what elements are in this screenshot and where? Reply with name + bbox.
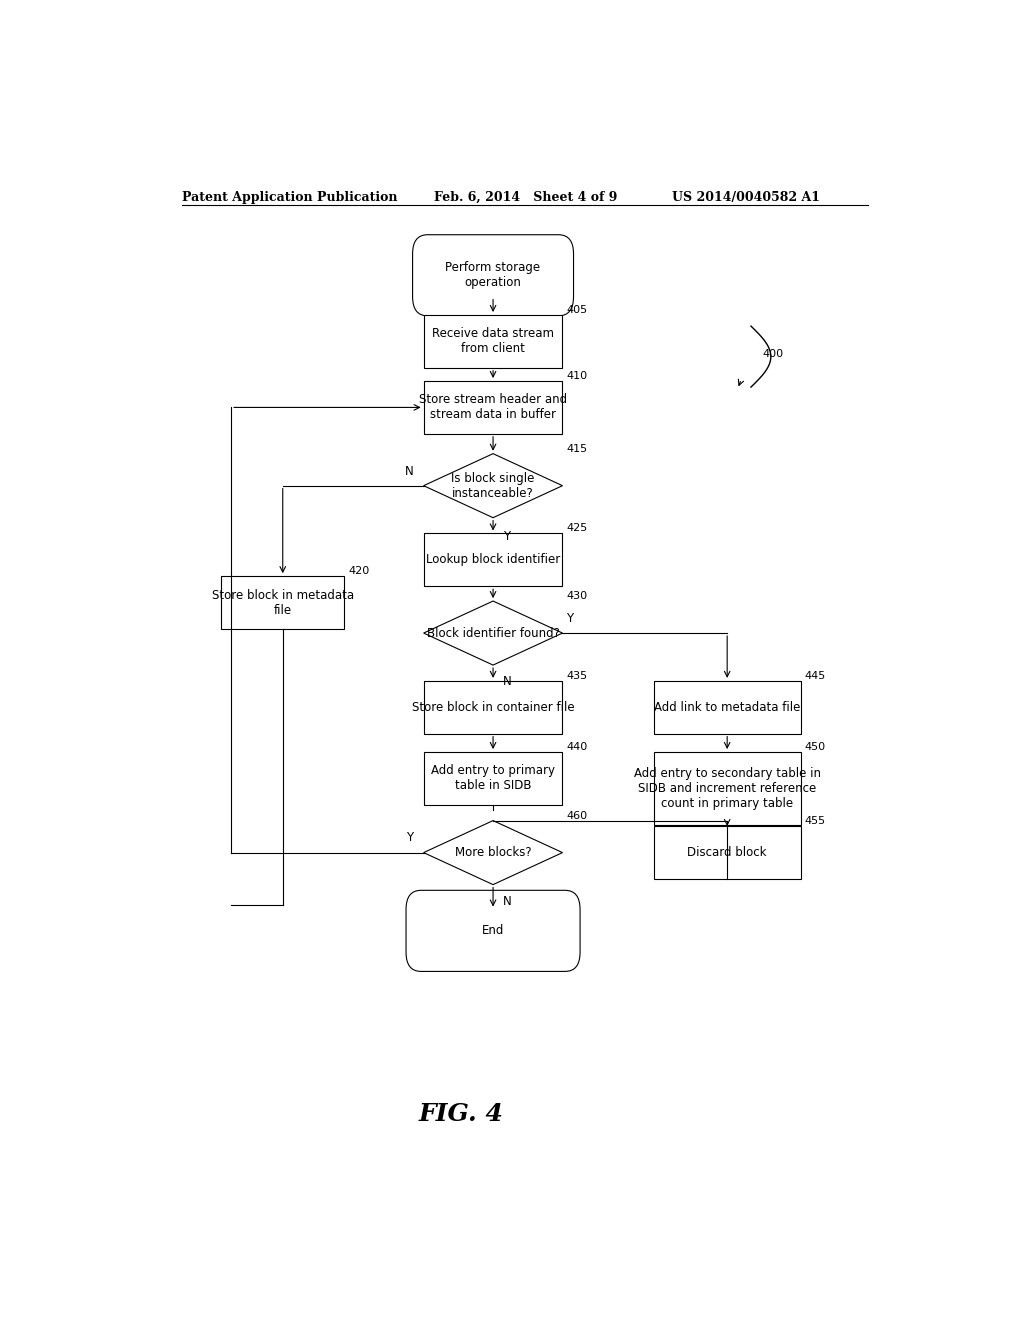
Text: Add entry to secondary table in
SIDB and increment reference
count in primary ta: Add entry to secondary table in SIDB and… [634,767,820,810]
FancyBboxPatch shape [424,315,562,368]
Text: Patent Application Publication: Patent Application Publication [182,190,397,203]
Text: N: N [404,465,414,478]
Text: Store stream header and
stream data in buffer: Store stream header and stream data in b… [419,393,567,421]
Polygon shape [424,601,562,665]
Text: Store block in metadata
file: Store block in metadata file [212,589,354,616]
Text: Add link to metadata file: Add link to metadata file [654,701,801,714]
FancyBboxPatch shape [653,752,801,825]
Text: FIG. 4: FIG. 4 [419,1102,504,1126]
Text: US 2014/0040582 A1: US 2014/0040582 A1 [672,190,819,203]
Text: 455: 455 [805,816,825,826]
FancyBboxPatch shape [413,235,573,315]
FancyBboxPatch shape [221,576,344,630]
Text: 460: 460 [566,810,588,821]
Polygon shape [424,821,562,884]
Text: 425: 425 [566,524,588,533]
Text: End: End [482,924,504,937]
Text: Block identifier found?: Block identifier found? [427,627,559,640]
FancyBboxPatch shape [653,826,801,879]
FancyBboxPatch shape [407,890,580,972]
Text: 400: 400 [763,348,784,359]
Text: Y: Y [503,529,510,543]
Text: 410: 410 [566,371,588,381]
Text: 415: 415 [566,444,588,454]
FancyBboxPatch shape [424,681,562,734]
Polygon shape [424,454,562,517]
FancyBboxPatch shape [424,381,562,434]
Text: Is block single
instanceable?: Is block single instanceable? [452,471,535,500]
Text: 450: 450 [805,742,825,752]
FancyBboxPatch shape [424,533,562,586]
Text: Perform storage
operation: Perform storage operation [445,261,541,289]
Text: Receive data stream
from client: Receive data stream from client [432,327,554,355]
Text: N: N [503,895,511,908]
Text: 435: 435 [566,671,588,681]
Text: 420: 420 [348,566,370,576]
FancyBboxPatch shape [653,681,801,734]
Text: N: N [503,676,511,688]
Text: Add entry to primary
table in SIDB: Add entry to primary table in SIDB [431,764,555,792]
Text: Discard block: Discard block [687,846,767,859]
Text: Feb. 6, 2014   Sheet 4 of 9: Feb. 6, 2014 Sheet 4 of 9 [433,190,616,203]
Text: 445: 445 [805,671,825,681]
Text: 430: 430 [566,591,588,601]
Text: Lookup block identifier: Lookup block identifier [426,553,560,566]
Text: 440: 440 [566,742,588,752]
Text: 405: 405 [566,305,588,315]
Text: Store block in container file: Store block in container file [412,701,574,714]
FancyBboxPatch shape [424,752,562,805]
Text: Y: Y [566,612,573,624]
Text: Y: Y [406,832,413,845]
Text: More blocks?: More blocks? [455,846,531,859]
